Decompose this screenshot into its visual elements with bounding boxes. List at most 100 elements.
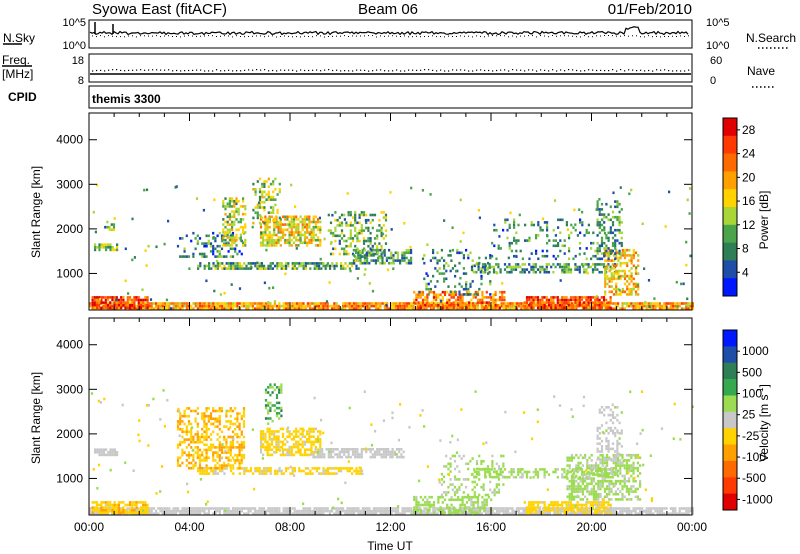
data-cell — [520, 507, 523, 510]
data-cell — [218, 453, 221, 457]
data-cell — [137, 298, 140, 302]
data-cell — [447, 264, 450, 268]
data-cell — [513, 218, 516, 222]
data-cell — [270, 443, 274, 446]
data-cell — [349, 234, 352, 238]
data-cell — [319, 238, 322, 242]
data-cell — [131, 506, 134, 509]
data-cell — [518, 213, 521, 217]
data-cell — [302, 264, 305, 268]
data-cell — [355, 304, 358, 308]
data-cell — [421, 189, 424, 192]
data-cell — [293, 304, 296, 308]
data-cell — [290, 448, 293, 451]
data-cell — [310, 233, 313, 237]
data-cell — [273, 304, 276, 308]
data-cell — [269, 401, 272, 405]
data-cell — [196, 407, 199, 410]
data-cell — [240, 461, 243, 465]
data-cell — [267, 301, 270, 304]
data-cell — [397, 512, 400, 515]
nave-point — [216, 69, 218, 71]
data-cell — [166, 307, 169, 310]
data-cell — [621, 254, 624, 257]
data-cell — [104, 508, 107, 512]
noise-search-point — [304, 35, 305, 37]
data-cell — [583, 303, 586, 307]
data-cell — [209, 438, 213, 441]
data-cell — [436, 261, 439, 265]
data-cell — [297, 231, 300, 234]
data-cell — [332, 455, 335, 459]
data-cell — [623, 254, 627, 257]
data-cell — [434, 512, 437, 515]
data-cell — [498, 235, 501, 238]
data-cell — [541, 249, 544, 253]
data-cell — [214, 267, 217, 270]
data-cell — [630, 256, 633, 260]
noise-search-label: N.Search — [746, 31, 796, 45]
data-cell — [227, 451, 230, 454]
data-cell — [130, 307, 133, 310]
data-cell — [220, 409, 224, 413]
data-cell — [587, 231, 590, 235]
data-cell — [382, 224, 385, 227]
data-cell — [358, 239, 361, 243]
data-cell — [557, 241, 560, 245]
data-cell — [284, 223, 287, 226]
data-cell — [347, 244, 350, 248]
data-cell — [267, 304, 270, 308]
data-cell — [641, 304, 644, 308]
data-cell — [547, 263, 551, 266]
data-cell — [621, 507, 624, 510]
data-cell — [609, 301, 612, 304]
data-cell — [276, 469, 279, 473]
data-cell — [177, 302, 180, 305]
data-cell — [630, 509, 633, 513]
data-cell — [205, 264, 208, 268]
data-cell — [196, 453, 199, 457]
data-cell — [247, 304, 250, 308]
data-cell — [203, 307, 206, 310]
data-cell — [379, 248, 382, 252]
data-cell — [291, 302, 294, 305]
data-cell — [335, 307, 338, 310]
data-cell — [243, 467, 246, 470]
data-cell — [495, 257, 498, 261]
data-cell — [327, 229, 330, 232]
data-cell — [258, 177, 262, 181]
data-cell — [432, 290, 436, 294]
data-cell — [262, 445, 265, 449]
data-cell — [142, 501, 145, 504]
data-cell — [364, 268, 367, 271]
data-cell — [574, 301, 577, 304]
data-cell — [616, 218, 619, 222]
data-cell — [688, 212, 691, 215]
data-cell — [113, 298, 116, 302]
data-cell — [596, 241, 599, 245]
data-cell — [313, 509, 316, 513]
data-cell — [279, 231, 282, 234]
data-cell — [487, 507, 490, 510]
data-cell — [315, 307, 318, 310]
data-cell — [133, 508, 136, 512]
data-cell — [584, 507, 587, 510]
data-cell — [503, 290, 506, 294]
data-cell — [618, 215, 621, 219]
data-cell — [368, 302, 371, 305]
data-cell — [124, 301, 127, 304]
data-cell — [465, 280, 468, 284]
data-cell — [658, 507, 661, 510]
data-cell — [632, 509, 635, 513]
data-cell — [555, 507, 558, 510]
data-cell — [104, 503, 107, 507]
data-cell — [181, 507, 184, 510]
data-cell — [370, 254, 373, 257]
data-cell — [489, 282, 492, 286]
data-cell — [476, 298, 480, 302]
data-cell — [602, 296, 606, 299]
data-cell — [338, 216, 341, 219]
data-cell — [150, 304, 153, 308]
data-cell — [674, 302, 677, 305]
data-cell — [214, 472, 217, 475]
